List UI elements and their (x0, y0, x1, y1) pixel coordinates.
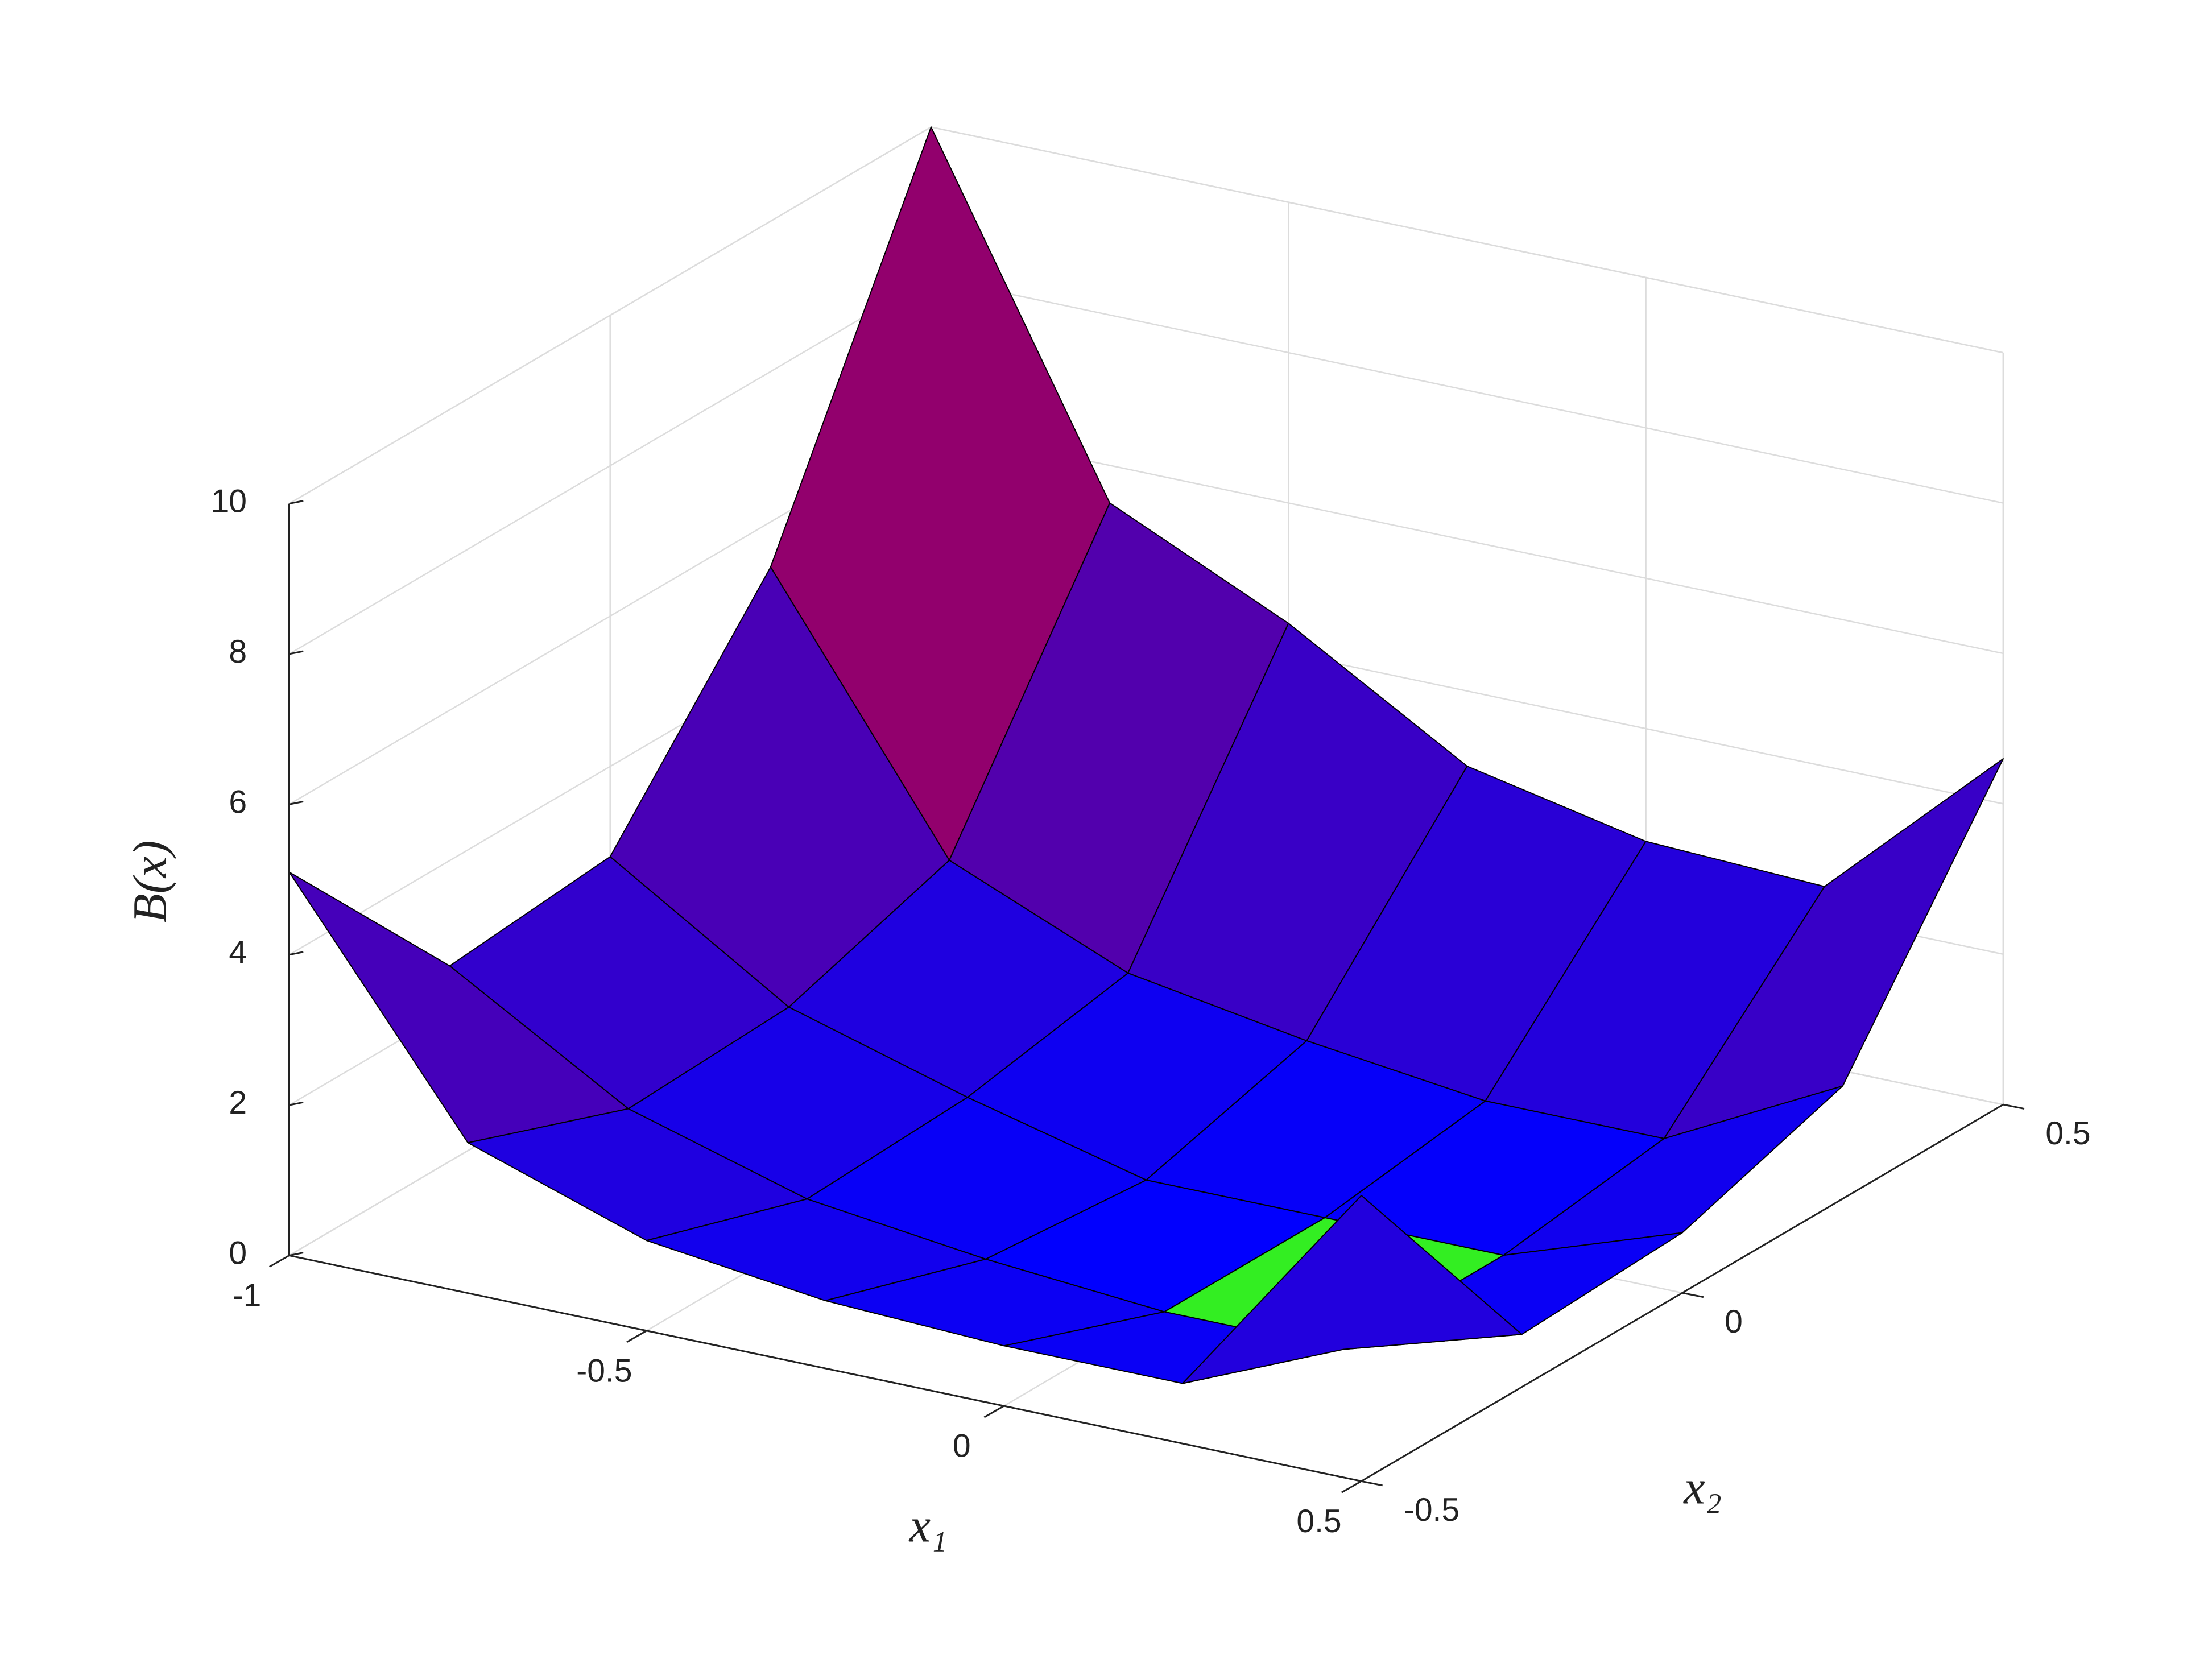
x-tick (1341, 1480, 1362, 1493)
surface-patch (1182, 1195, 1523, 1384)
x-tick-label: 0 (953, 1428, 971, 1464)
z-tick (289, 800, 304, 805)
x-tick (626, 1330, 647, 1343)
x-tick (983, 1405, 1004, 1418)
y-tick (1682, 1292, 1704, 1298)
z-tick-label: 2 (229, 1085, 247, 1121)
y-tick-label: -0.5 (1404, 1492, 1459, 1528)
x-axis-label: x₁ (908, 1500, 948, 1553)
y-axis-label: x₂ (1682, 1462, 1722, 1515)
z-tick-label: 10 (211, 483, 247, 520)
y-tick (1361, 1480, 1383, 1487)
z-tick (289, 1101, 304, 1106)
x-tick-label: -0.5 (576, 1352, 632, 1389)
y-tick-label: 0 (1725, 1304, 1743, 1340)
x-tick-label: -1 (233, 1277, 262, 1314)
x-tick-label: 0.5 (1296, 1503, 1341, 1540)
grid-line (931, 126, 2004, 354)
grid-line (931, 427, 2004, 655)
y-tick-label: 0.5 (2045, 1115, 2090, 1152)
z-tick-label: 6 (229, 784, 247, 820)
grid-line (931, 276, 2004, 504)
z-tick-label: 8 (229, 634, 247, 670)
z-tick-label: 0 (229, 1235, 247, 1272)
y-tick (2003, 1103, 2025, 1110)
z-tick (289, 650, 304, 655)
z-axis-label: B(x) (124, 841, 177, 923)
x-axis (289, 1255, 1362, 1482)
z-tick (289, 1252, 304, 1256)
z-tick (289, 500, 304, 505)
z-tick (289, 951, 304, 956)
z-tick-label: 4 (229, 934, 247, 971)
x-tick (268, 1255, 290, 1268)
